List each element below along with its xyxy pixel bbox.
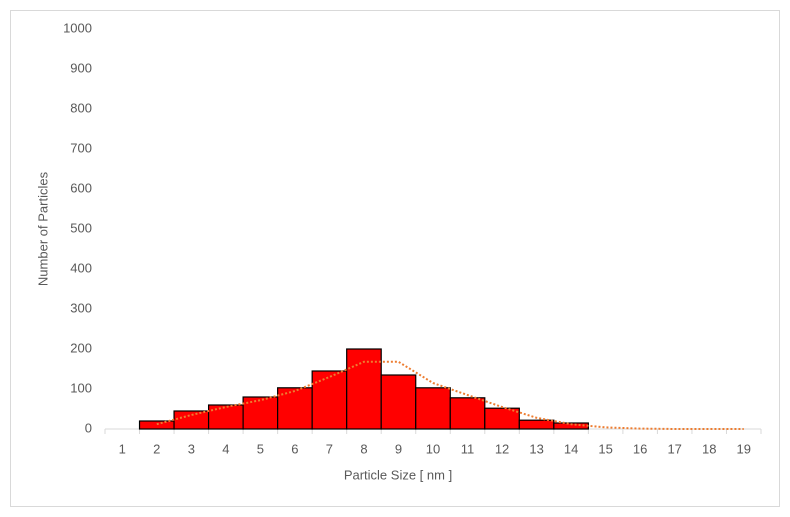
bar xyxy=(242,396,279,430)
x-tick-label: 14 xyxy=(564,441,578,456)
x-tick-label: 7 xyxy=(326,441,333,456)
x-tick-label: 1 xyxy=(119,441,126,456)
bar xyxy=(207,404,244,430)
x-tick-label: 17 xyxy=(667,441,681,456)
x-tick-label: 10 xyxy=(426,441,440,456)
bar xyxy=(449,397,486,430)
x-tick-label: 5 xyxy=(257,441,264,456)
bar xyxy=(311,370,348,430)
bar xyxy=(138,420,175,430)
x-tick-label: 13 xyxy=(529,441,543,456)
x-tick-label: 19 xyxy=(737,441,751,456)
y-axis-label: Number of Particles xyxy=(35,171,50,286)
x-tick-label: 16 xyxy=(633,441,647,456)
x-tick-label: 9 xyxy=(395,441,402,456)
x-tick-label: 2 xyxy=(153,441,160,456)
y-tick-label: 1000 xyxy=(63,20,92,35)
y-tick-label: 100 xyxy=(70,380,92,395)
y-tick-label: 900 xyxy=(70,60,92,75)
bar xyxy=(173,410,210,430)
x-tick-label: 12 xyxy=(495,441,509,456)
x-tick-label: 11 xyxy=(461,441,475,456)
chart-frame xyxy=(10,10,780,507)
x-tick-label: 8 xyxy=(360,441,367,456)
y-tick-label: 600 xyxy=(70,180,92,195)
y-tick-label: 700 xyxy=(70,140,92,155)
y-tick-label: 800 xyxy=(70,100,92,115)
x-tick-label: 3 xyxy=(188,441,195,456)
x-tick-label: 18 xyxy=(702,441,716,456)
bar xyxy=(380,374,417,430)
y-tick-label: 400 xyxy=(70,260,92,275)
y-tick-label: 300 xyxy=(70,300,92,315)
x-axis-label: Particle Size [ nm ] xyxy=(344,467,452,482)
x-tick-label: 6 xyxy=(291,441,298,456)
x-tick-label: 4 xyxy=(222,441,229,456)
bar xyxy=(415,387,451,430)
y-tick-label: 0 xyxy=(85,420,92,435)
x-tick-label: 15 xyxy=(598,441,612,456)
bar xyxy=(484,407,520,430)
y-tick-label: 200 xyxy=(70,340,92,355)
y-tick-label: 500 xyxy=(70,220,92,235)
trend-line xyxy=(156,360,744,430)
bar xyxy=(518,419,555,430)
